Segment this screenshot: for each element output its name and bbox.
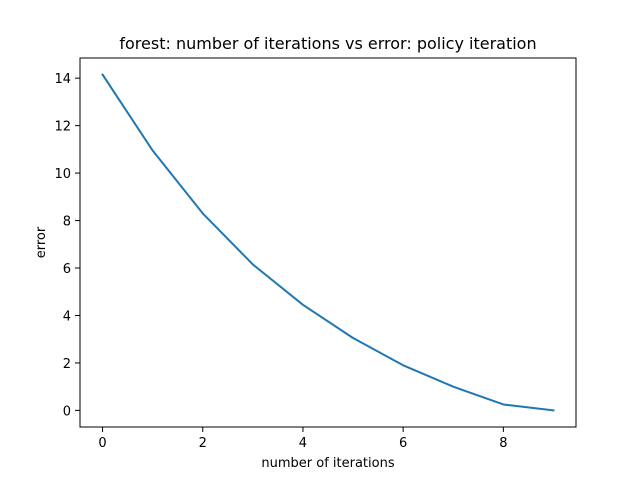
- y-tick-label: 14: [54, 72, 71, 87]
- x-tick-label: 6: [399, 436, 407, 451]
- error-series-line: [101, 73, 555, 412]
- y-axis-label: error: [34, 226, 49, 258]
- y-tick-label: 0: [63, 404, 71, 419]
- y-tick-label: 10: [54, 167, 71, 182]
- plot-area-frame: [79, 57, 577, 428]
- x-axis-ticks: 0 2 4 6 8: [98, 427, 507, 451]
- y-axis-ticks: 0 2 4 6 8 10 12 14: [54, 72, 80, 419]
- y-tick-label: 6: [63, 262, 71, 277]
- y-tick-label: 12: [54, 120, 71, 135]
- x-tick-label: 4: [299, 436, 307, 451]
- x-tick-label: 2: [199, 436, 207, 451]
- x-axis-label: number of iterations: [261, 456, 394, 471]
- y-tick-label: 2: [63, 357, 71, 372]
- x-tick-label: 0: [98, 436, 106, 451]
- y-tick-label: 8: [63, 215, 71, 230]
- y-tick-label: 4: [63, 309, 71, 324]
- x-tick-label: 8: [499, 436, 507, 451]
- chart-title: forest: number of iterations vs error: p…: [119, 34, 536, 53]
